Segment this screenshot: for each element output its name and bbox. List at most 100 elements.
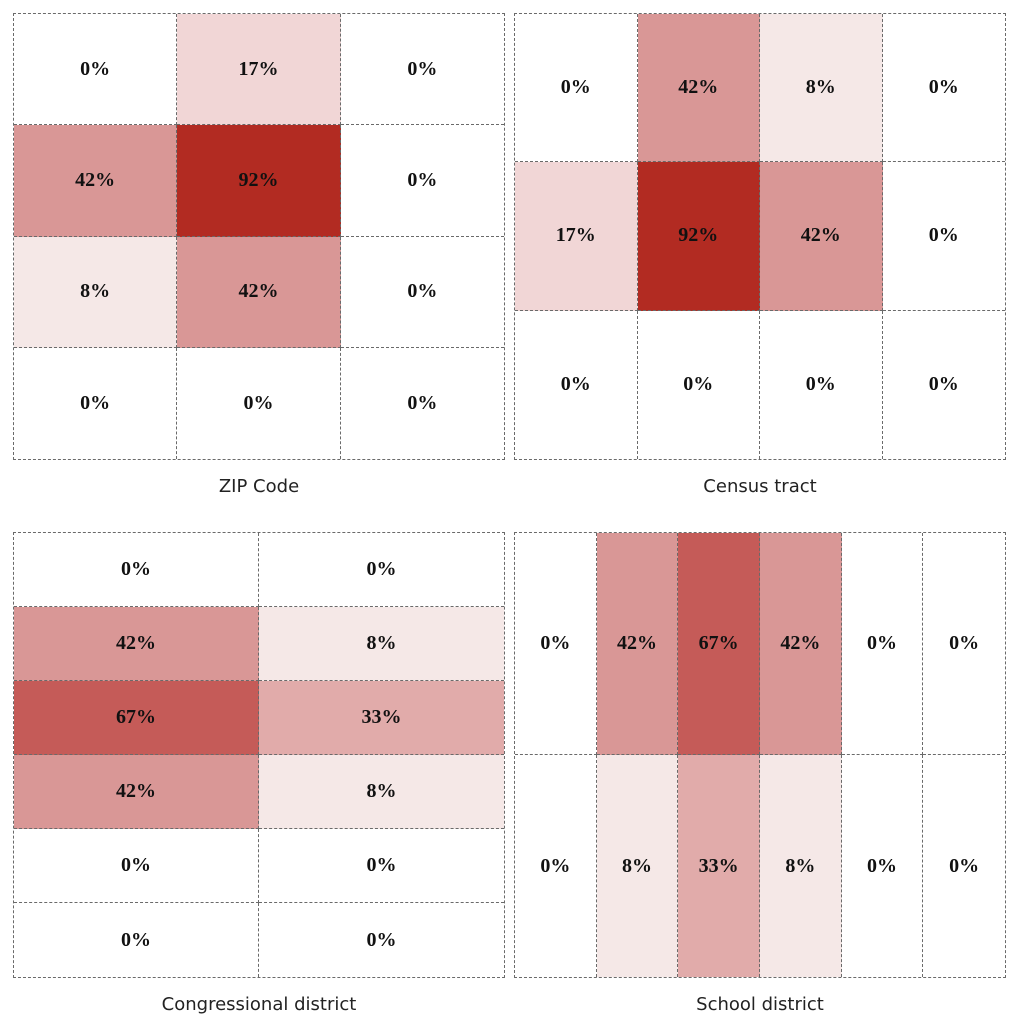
heatmap-value-label: 0% (121, 928, 151, 951)
heatmap-cell: 0% (340, 14, 504, 126)
heatmap-cell: 0% (14, 347, 178, 459)
heatmap-value-label: 42% (616, 632, 657, 654)
heatmap-cell: 0% (340, 236, 504, 348)
heatmap-cell: 8% (760, 755, 842, 977)
heatmap-value-label: 0% (366, 558, 397, 580)
heatmap-value-label: 0% (243, 391, 274, 414)
heatmap-value-label: 0% (366, 854, 397, 876)
heatmap-value-label: 42% (800, 224, 841, 247)
heatmap-value-label: 67% (116, 706, 156, 728)
heatmap-cell: 0% (515, 755, 597, 977)
heatmap-cell-fill (760, 755, 842, 977)
heatmap-cell: 0% (177, 347, 341, 459)
heatmap-value-label: 0% (928, 224, 959, 247)
heatmap-value-label: 92% (238, 168, 279, 191)
heatmap-cell-fill (596, 755, 679, 977)
heatmap-cell: 42% (760, 533, 842, 755)
heatmap-cell: 8% (259, 607, 504, 681)
heatmap-value-label: 42% (678, 76, 719, 99)
heatmap-cell: 42% (596, 533, 679, 755)
congressional-district-caption: Congressional district (161, 994, 357, 1015)
heatmap-cell: 0% (882, 310, 1005, 459)
heatmap-cell-fill (596, 533, 679, 755)
heatmap-value-label: 42% (75, 168, 116, 191)
heatmap-cell-fill (515, 755, 597, 977)
heatmap-value-label: 42% (780, 632, 821, 654)
heatmap-cell: 0% (637, 310, 760, 459)
heatmap-cell: 0% (842, 755, 924, 977)
heatmap-cell: 0% (340, 347, 504, 459)
heatmap-cell: 67% (678, 533, 760, 755)
heatmap-value-label: 0% (121, 558, 151, 580)
heatmap-cell: 8% (14, 236, 178, 348)
heatmap-cell: 0% (340, 125, 504, 237)
heatmap-value-label: 0% (407, 57, 438, 80)
heatmap-value-label: 42% (238, 280, 279, 303)
zip-code-caption: ZIP Code (218, 476, 300, 497)
heatmap-cell: 42% (14, 125, 178, 237)
zip-code-heatmap: 0% 17% 0% 42% 92% 0% 8% 42% 0% 0% 0% 0% (13, 13, 505, 460)
heatmap-value-label: 0% (407, 280, 438, 303)
heatmap-cell: 92% (637, 162, 760, 311)
heatmap-cell-fill (678, 533, 760, 755)
heatmap-cell: 0% (515, 533, 597, 755)
heatmap-value-label: 42% (116, 632, 156, 654)
heatmap-value-label: 8% (80, 280, 111, 303)
heatmap-cell: 0% (923, 755, 1005, 977)
heatmap-value-label: 0% (407, 391, 438, 414)
heatmap-value-label: 0% (949, 632, 980, 654)
congressional-district-heatmap: 0% 0% 42% 8% 67% 33% 42% 8% 0% 0% 0% 0% (13, 532, 505, 978)
school-district-heatmap: 0% 42% 67% 42% 0% 0% 0% 8% 33% 8% 0% 0% (514, 532, 1006, 978)
heatmap-value-label: 0% (121, 854, 151, 876)
heatmap-value-label: 0% (866, 854, 897, 877)
heatmap-cell: 33% (678, 755, 760, 977)
heatmap-value-label: 0% (80, 57, 111, 80)
heatmap-value-label: 0% (866, 632, 897, 654)
heatmap-cell-fill (678, 755, 760, 977)
heatmap-cell: 0% (841, 533, 924, 755)
heatmap-cell-fill (841, 755, 924, 977)
heatmap-cell: 0% (515, 14, 638, 163)
heatmap-value-label: 0% (560, 76, 591, 99)
heatmap-cell: 0% (923, 533, 1005, 755)
school-district-caption: School district (696, 994, 824, 1015)
heatmap-cell-fill (841, 533, 924, 755)
heatmap-cell: 0% (259, 533, 504, 607)
heatmap-cell: 0% (14, 829, 259, 903)
heatmap-value-label: 0% (949, 854, 980, 877)
heatmap-cell: 17% (515, 162, 638, 311)
heatmap-cell: 0% (259, 903, 504, 977)
heatmap-cell: 8% (597, 755, 679, 977)
heatmap-cell-fill (515, 533, 597, 755)
heatmap-cell: 17% (177, 14, 341, 126)
census-tract-caption: Census tract (703, 476, 817, 497)
heatmap-cell: 0% (760, 310, 883, 459)
heatmap-cell: 0% (259, 829, 504, 903)
heatmap-cell: 67% (14, 681, 259, 755)
heatmap-value-label: 0% (805, 373, 836, 396)
heatmap-cell: 0% (14, 903, 259, 977)
heatmap-value-label: 0% (80, 391, 111, 414)
heatmap-value-label: 8% (366, 780, 397, 802)
heatmap-value-label: 0% (540, 632, 571, 654)
heatmap-cell: 42% (760, 162, 883, 311)
heatmap-cell-fill (923, 755, 1005, 977)
heatmap-cell: 92% (177, 125, 341, 237)
heatmap-value-label: 8% (785, 854, 816, 877)
heatmap-cell: 42% (14, 755, 259, 829)
heatmap-cell-fill (760, 533, 842, 755)
heatmap-cell: 42% (177, 236, 341, 348)
heatmap-value-label: 8% (366, 632, 397, 654)
heatmap-value-label: 92% (678, 224, 719, 247)
heatmap-cell: 42% (637, 14, 760, 163)
heatmap-value-label: 0% (928, 373, 959, 396)
heatmap-cell: 8% (259, 755, 504, 829)
heatmap-value-label: 8% (621, 854, 652, 877)
heatmap-value-label: 8% (805, 76, 836, 99)
heatmap-cell: 0% (515, 310, 638, 459)
heatmap-value-label: 0% (928, 76, 959, 99)
heatmap-cell: 8% (760, 14, 883, 163)
heatmap-cell: 33% (259, 681, 504, 755)
heatmap-value-label: 0% (560, 373, 591, 396)
heatmap-cell: 0% (14, 14, 178, 126)
